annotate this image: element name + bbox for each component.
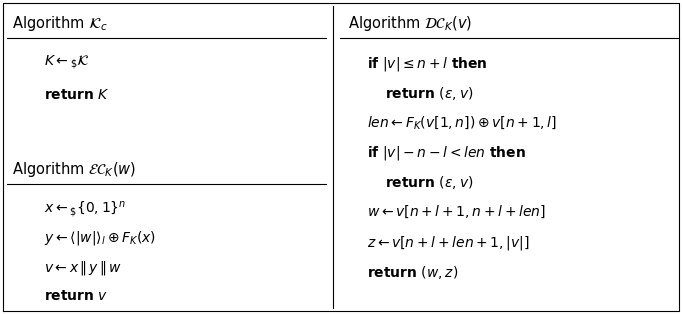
Text: Algorithm $\mathcal{DC}_K(v)$: Algorithm $\mathcal{DC}_K(v)$ (348, 14, 472, 33)
Text: $K \leftarrow_{\$} \mathcal{K}$: $K \leftarrow_{\$} \mathcal{K}$ (44, 53, 90, 71)
Text: $v \leftarrow x \,\|\, y \,\|\, w$: $v \leftarrow x \,\|\, y \,\|\, w$ (44, 259, 122, 277)
Text: $\mathbf{if}\ |v| \leq n + l\ \mathbf{then}$: $\mathbf{if}\ |v| \leq n + l\ \mathbf{th… (367, 55, 488, 73)
Text: $\mathit{len} \leftarrow F_K(v[1,n]) \oplus v[n+1,l]$: $\mathit{len} \leftarrow F_K(v[1,n]) \op… (367, 115, 557, 132)
Text: $\mathbf{if}\ |v| - n - l < \mathit{len}\ \mathbf{then}$: $\mathbf{if}\ |v| - n - l < \mathit{len}… (367, 144, 526, 162)
Text: $\mathbf{return}\ (\varepsilon, v)$: $\mathbf{return}\ (\varepsilon, v)$ (385, 174, 474, 191)
Text: $\mathbf{return}\ (w, z)$: $\mathbf{return}\ (w, z)$ (367, 264, 458, 281)
Text: $\mathbf{return}\ K$: $\mathbf{return}\ K$ (44, 88, 110, 102)
Text: Algorithm $\mathcal{EC}_K(w)$: Algorithm $\mathcal{EC}_K(w)$ (12, 160, 136, 179)
Text: $y \leftarrow \langle|w|\rangle_l \oplus F_K(x)$: $y \leftarrow \langle|w|\rangle_l \oplus… (44, 229, 156, 247)
Text: $z \leftarrow v[n+l+\mathit{len}+1, |v|]$: $z \leftarrow v[n+l+\mathit{len}+1, |v|]… (367, 234, 530, 252)
Text: $x \leftarrow_{\$} \{0,1\}^n$: $x \leftarrow_{\$} \{0,1\}^n$ (44, 199, 127, 219)
Text: Algorithm $\mathcal{K}_c$: Algorithm $\mathcal{K}_c$ (12, 14, 108, 33)
Text: $\mathbf{return}\ v$: $\mathbf{return}\ v$ (44, 289, 108, 303)
Text: $\mathbf{return}\ (\varepsilon, v)$: $\mathbf{return}\ (\varepsilon, v)$ (385, 85, 474, 102)
Text: $w \leftarrow v[n+l+1, n+l+\mathit{len}]$: $w \leftarrow v[n+l+1, n+l+\mathit{len}]… (367, 204, 546, 220)
